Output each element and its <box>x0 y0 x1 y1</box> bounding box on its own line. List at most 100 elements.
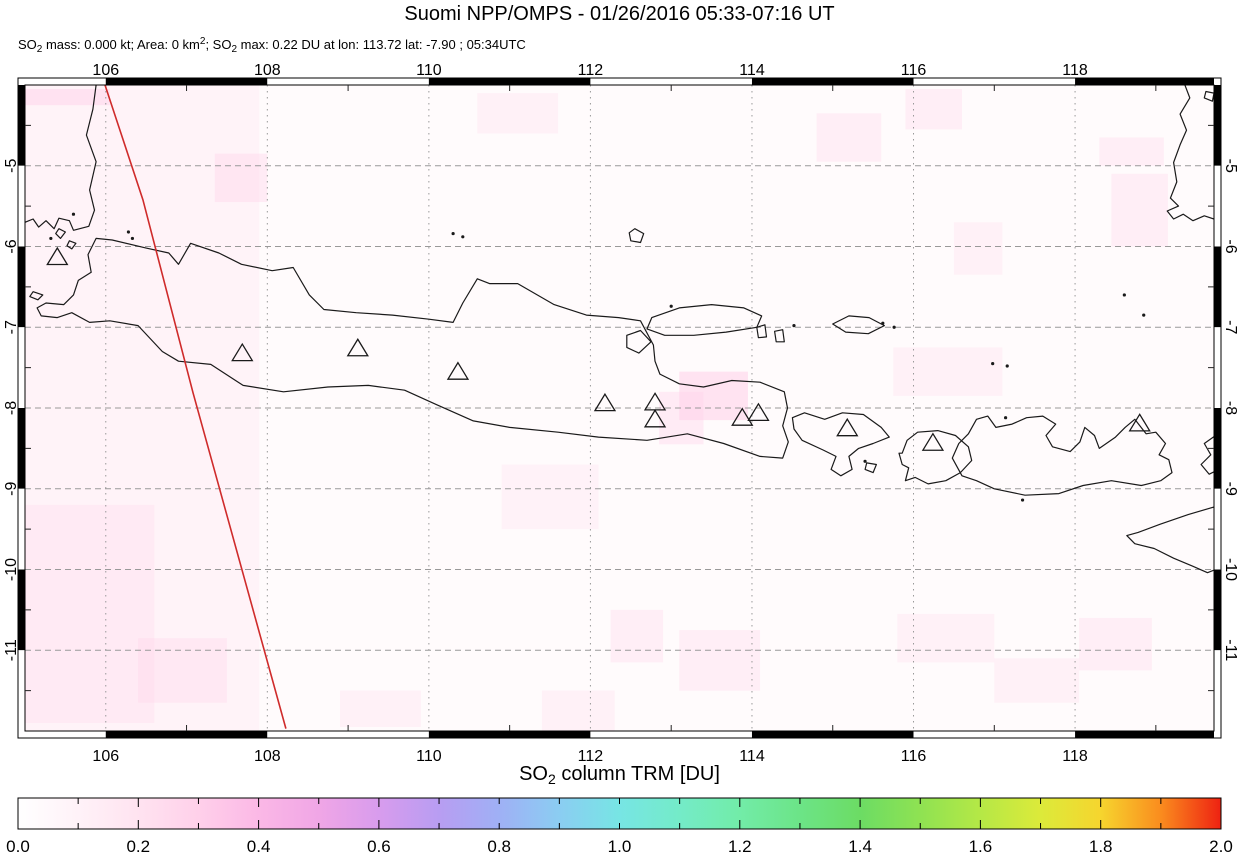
so2-patch <box>138 638 227 703</box>
lat-tick-label: -6 <box>3 239 20 253</box>
lat-tick-label: -11 <box>1222 639 1239 661</box>
colorbar-title: SO2 column TRM [DU] <box>0 762 1239 791</box>
minor-ticks-layer <box>25 85 1214 731</box>
lon-tick-label: 106 <box>92 748 119 765</box>
lat-tick-label: -10 <box>3 558 20 581</box>
lat-tick-label: -6 <box>1222 239 1239 253</box>
lat-tick-label: -9 <box>1222 482 1239 496</box>
so2-patch <box>501 464 599 530</box>
lon-tick-label: 106 <box>92 62 119 79</box>
text-segment: 2 <box>199 36 206 47</box>
so2-patch <box>25 89 110 106</box>
coastline-panaitan <box>29 291 44 301</box>
volcano-marker <box>1128 413 1151 432</box>
island-dot <box>1122 293 1126 297</box>
lon-tick-label: 112 <box>578 748 604 765</box>
volcano-marker <box>836 417 859 437</box>
neatline-left-segment <box>18 408 25 489</box>
coastline-sebuku <box>66 240 77 250</box>
neatline-bottom-segment <box>428 731 591 738</box>
island-dot <box>461 235 465 239</box>
coastline-sulawesi-islet <box>1203 90 1214 102</box>
neatline-right-segment <box>1214 327 1221 408</box>
island-dot <box>71 212 76 216</box>
neatline-top-segment <box>751 78 914 85</box>
lon-tick-label: 110 <box>416 62 442 79</box>
lat-tick-label: -8 <box>3 401 20 415</box>
coastline-surabaya-strait <box>626 329 652 354</box>
so2-patch <box>477 93 559 134</box>
neatline-bottom-segment <box>913 731 1076 738</box>
so2-patch <box>1099 137 1164 166</box>
text-segment: SO <box>519 763 548 785</box>
coastline-bali <box>791 412 890 477</box>
lon-tick-label: 110 <box>416 748 442 765</box>
island-dot <box>863 459 867 463</box>
text-segment: column TRM [DU] <box>555 763 720 785</box>
colorbar-tick-label: 1.0 <box>608 837 632 855</box>
so2-patch <box>679 371 748 421</box>
coastline-nusa-penida <box>864 462 877 474</box>
neatline-left-segment <box>18 85 25 166</box>
text-segment: max: 0.22 DU at lon: 113.72 lat: -7.90 ;… <box>237 37 526 52</box>
so2-patch <box>679 630 761 691</box>
text-segment: SO <box>18 37 37 52</box>
so2-patch <box>25 504 155 723</box>
coastline-sumatra-tip <box>25 85 97 231</box>
neatline-bottom-segment <box>25 731 106 738</box>
axis-labels-layer: 106 106 108 108 110 110 112 112 114 114 116 116 118 1… <box>3 62 1239 765</box>
island-dot <box>130 236 135 241</box>
coastline-sumba <box>1126 506 1214 574</box>
colorbar: 0.0 0.2 0.4 0.6 0.8 1.0 1.2 1.4 1.6 1.8 2.0 <box>6 797 1233 855</box>
colorbar-tick-label: 0.0 <box>6 837 30 855</box>
lon-tick-label: 114 <box>739 62 765 79</box>
neatline-top-segment <box>428 78 591 85</box>
colorbar-tick-label: 0.8 <box>487 837 511 855</box>
coastline-sebesi <box>55 228 66 239</box>
text-segment: 2 <box>548 771 556 787</box>
island-dot <box>126 230 130 234</box>
island-dot <box>991 361 995 366</box>
so2-patch <box>953 222 1003 275</box>
lat-tick-label: -10 <box>1222 558 1239 581</box>
neatline-frame <box>17 77 1222 739</box>
coastline-sumbawa <box>951 415 1173 496</box>
so2-patch <box>905 89 962 130</box>
coastline-java <box>36 237 789 459</box>
neatline-right-segment <box>1214 246 1221 328</box>
lon-tick-label: 116 <box>901 62 927 79</box>
colorbar-tick-label: 1.2 <box>728 837 752 855</box>
so2-info-line: SO2 mass: 0.000 kt; Area: 0 km2; SO2 max… <box>18 33 526 59</box>
so2-patch <box>994 658 1080 703</box>
so2-patch <box>340 690 421 727</box>
so2-patch <box>1111 173 1168 247</box>
neatline-bottom-segment <box>105 731 268 738</box>
colorbar-tick-label: 1.6 <box>969 837 993 855</box>
lon-tick-label: 108 <box>254 62 281 79</box>
so2-patch <box>897 613 995 663</box>
coastline-madura <box>646 304 763 336</box>
lat-tick-label: -7 <box>3 320 20 334</box>
colorbar-tick-label: 1.8 <box>1089 837 1113 855</box>
neatline-outer-border <box>17 77 1222 739</box>
volcano-marker <box>446 361 470 380</box>
colorbar-tick-label: 1.4 <box>848 837 872 855</box>
neatline-top-segment <box>913 78 1076 85</box>
neatline-top-segment <box>267 78 429 85</box>
text-segment: 2 <box>231 44 238 55</box>
so2-patch <box>610 609 664 663</box>
coastlines-layer <box>25 85 1214 574</box>
neatline-bottom-segment <box>1075 731 1214 738</box>
map-inner-border <box>24 84 1215 732</box>
neatline-top-segment <box>105 78 268 85</box>
coastline-bawean <box>628 228 645 244</box>
lon-tick-label: 118 <box>1062 62 1088 79</box>
text-segment: mass: 0.000 kt; Area: 0 km <box>42 37 200 52</box>
neatline-right-segment <box>1214 165 1221 247</box>
colorbar-tick-label: 2.0 <box>1209 837 1233 855</box>
island-dot <box>881 321 885 325</box>
lat-tick-label: -11 <box>3 639 20 661</box>
neatline-top-segment <box>590 78 752 85</box>
